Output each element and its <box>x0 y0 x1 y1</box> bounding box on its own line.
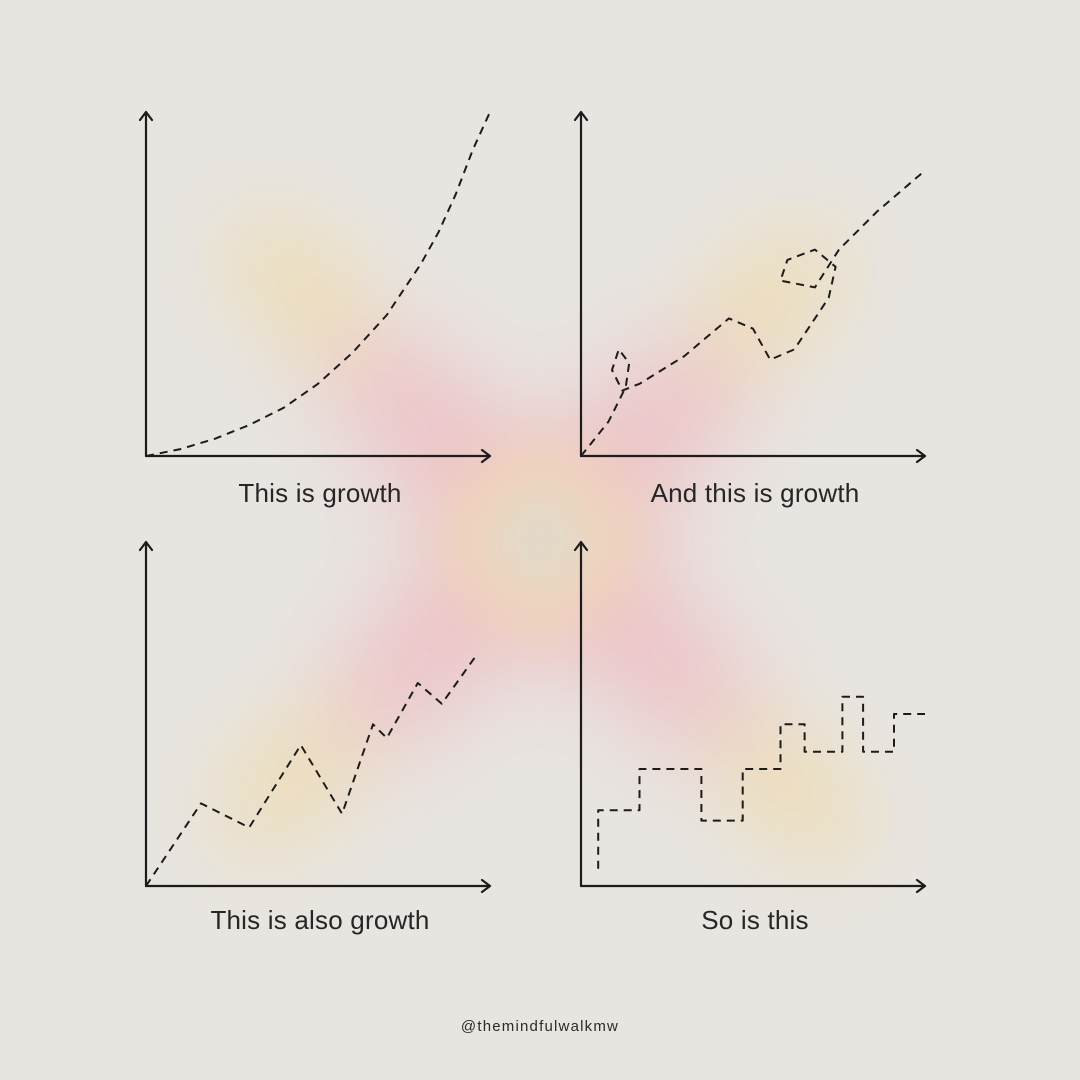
chart-caption-4: So is this <box>701 905 809 935</box>
x-axis <box>579 448 927 464</box>
y-axis <box>138 110 154 458</box>
series-line-3 <box>145 654 478 887</box>
y-axis <box>138 540 154 888</box>
series-line-4 <box>597 695 925 869</box>
series-line-1 <box>145 111 491 457</box>
chart-panel-1: This is growth <box>130 100 510 508</box>
chart-panel-4: So is this <box>565 530 945 935</box>
chart-caption-3: This is also growth <box>210 905 430 935</box>
chart-3 <box>138 540 492 894</box>
chart-4 <box>573 540 927 894</box>
chart-1 <box>138 110 492 464</box>
chart-caption-2: And this is growth <box>650 478 860 508</box>
x-axis <box>144 878 492 894</box>
author-handle: @themindfulwalkmw <box>460 1018 620 1035</box>
chart-caption-1: This is growth <box>238 478 402 508</box>
y-axis <box>573 110 589 458</box>
x-axis <box>144 448 492 464</box>
series-line-2 <box>580 169 926 457</box>
y-axis <box>573 540 589 888</box>
x-axis <box>579 878 927 894</box>
chart-panel-3: This is also growth <box>130 530 510 935</box>
chart-panel-2: And this is growth <box>565 100 945 508</box>
chart-2 <box>573 110 927 464</box>
